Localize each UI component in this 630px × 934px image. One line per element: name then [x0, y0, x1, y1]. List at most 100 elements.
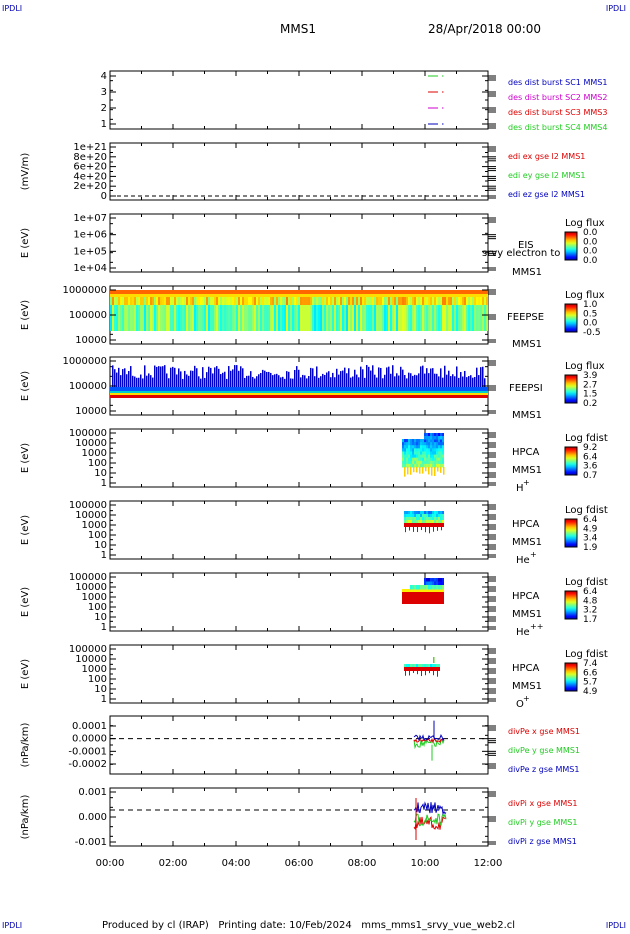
spectrogram-cell [402, 442, 404, 446]
spectrogram-cell [378, 297, 380, 305]
colorbar-tick-label: 3.4 [583, 534, 598, 544]
spectrogram-cell [410, 463, 412, 468]
spectrogram-cell [480, 297, 482, 305]
spectrogram-cell [422, 448, 424, 452]
spectrogram-cell [438, 445, 440, 449]
spectrogram-cell [408, 305, 410, 331]
spectrogram-cell [472, 297, 474, 305]
spectrogram-cell [214, 367, 216, 387]
spectrogram-cell [142, 305, 144, 331]
spectrogram-cell [340, 305, 342, 331]
spectrogram-cell [406, 457, 408, 462]
y-tick-label: 100000 [69, 500, 107, 511]
spectrogram-cell [404, 445, 406, 449]
spectrogram-cell [280, 297, 282, 305]
spectrogram-cell [332, 297, 334, 305]
spectrogram-cell [478, 297, 480, 305]
spectrogram-cell [434, 436, 436, 440]
spectrogram-cell [418, 664, 420, 668]
spectrogram-cell [380, 297, 382, 305]
spectrogram-cell [176, 297, 178, 305]
spectrogram-cell [436, 297, 438, 305]
spectrogram-cell [438, 520, 440, 524]
spectrogram-cell [200, 297, 202, 305]
spectrogram-cell [216, 366, 218, 387]
spectrogram-cell [434, 451, 436, 456]
band [404, 667, 440, 671]
spectrogram-cell [254, 305, 256, 331]
spectrogram-cell [226, 378, 228, 387]
spectrogram-cell [468, 305, 470, 331]
spectrogram-cell [422, 439, 424, 443]
band-yellow [110, 294, 488, 297]
species-label: He [516, 555, 530, 566]
spectrogram-cell [126, 297, 128, 305]
spectrogram-cell [437, 671, 438, 677]
spectrogram-cell [408, 517, 410, 521]
burst-dot [442, 91, 444, 93]
spectrogram-cell [156, 297, 158, 305]
spectrogram-cell [160, 297, 162, 305]
spectrogram-cell [240, 366, 242, 387]
spectrogram-cell [334, 297, 336, 305]
y-tick-label: 1000000 [62, 285, 107, 296]
spectrogram-cell [430, 445, 432, 449]
y-tick-label: 1 [101, 478, 107, 489]
spectrogram-cell [418, 439, 420, 443]
spectrogram-cell [422, 365, 424, 387]
spectrogram-cell [428, 460, 430, 465]
spectrogram [110, 290, 488, 331]
spectrogram-cell [148, 297, 150, 305]
spectrogram-cell [442, 377, 444, 387]
spectrogram-cell [200, 378, 202, 387]
spectrogram-cell [364, 377, 366, 387]
spectrogram-cell [130, 297, 132, 305]
spectrogram-cell [414, 520, 416, 524]
spacecraft-label: MMS1 [512, 537, 542, 548]
spectrogram-cell [408, 511, 410, 515]
spectrogram-cell [412, 375, 414, 387]
spectrogram-cell [202, 305, 204, 331]
spectrogram-cell [452, 297, 454, 305]
spectrogram-cell [418, 511, 420, 515]
spectrogram-cell [468, 376, 470, 387]
spectrogram-cell [306, 297, 308, 305]
spectrogram-cell [406, 451, 408, 456]
spectrogram-cell [120, 297, 122, 305]
spectrogram-cell [402, 369, 404, 387]
spectrogram-cell [350, 305, 352, 331]
spectrogram-cell [442, 436, 444, 440]
spectrogram-cell [402, 457, 404, 462]
spectrogram-cell [432, 457, 434, 462]
spectrogram-cell [470, 305, 472, 331]
spectrogram-cell [338, 374, 340, 387]
spectrogram-cell [428, 511, 430, 515]
spectrogram-cell [298, 297, 300, 305]
spectrogram-cell [484, 297, 486, 305]
spectrogram-cell [344, 367, 346, 387]
spectrogram-cell [440, 297, 442, 305]
spectrogram-cell [410, 454, 412, 459]
spectrogram-cell [306, 305, 308, 331]
y-tick-label: 100000 [69, 644, 107, 655]
spectrogram-cell [412, 445, 414, 449]
spectrogram-cell [208, 366, 210, 387]
spectrogram-cell [206, 372, 208, 387]
spectrogram-cell [424, 460, 426, 465]
spectrogram-cell [192, 297, 194, 305]
spectrogram-cell [290, 378, 292, 387]
spectrogram-cell [412, 517, 414, 521]
spectrogram-cell [390, 305, 392, 331]
spectrogram-cell [272, 375, 274, 387]
spectrogram-cell [422, 511, 424, 515]
spectrogram-cell [378, 367, 380, 387]
spectrogram-cell [362, 305, 364, 331]
spectrogram-cell [430, 463, 432, 468]
colorbar-title: Log flux [565, 361, 605, 372]
spectrogram-cell [198, 297, 200, 305]
spectrogram-cell [434, 511, 436, 515]
series-line-z [413, 801, 447, 816]
colorbar-title: Log fdist [565, 577, 608, 588]
spectrogram-cell [434, 517, 436, 521]
